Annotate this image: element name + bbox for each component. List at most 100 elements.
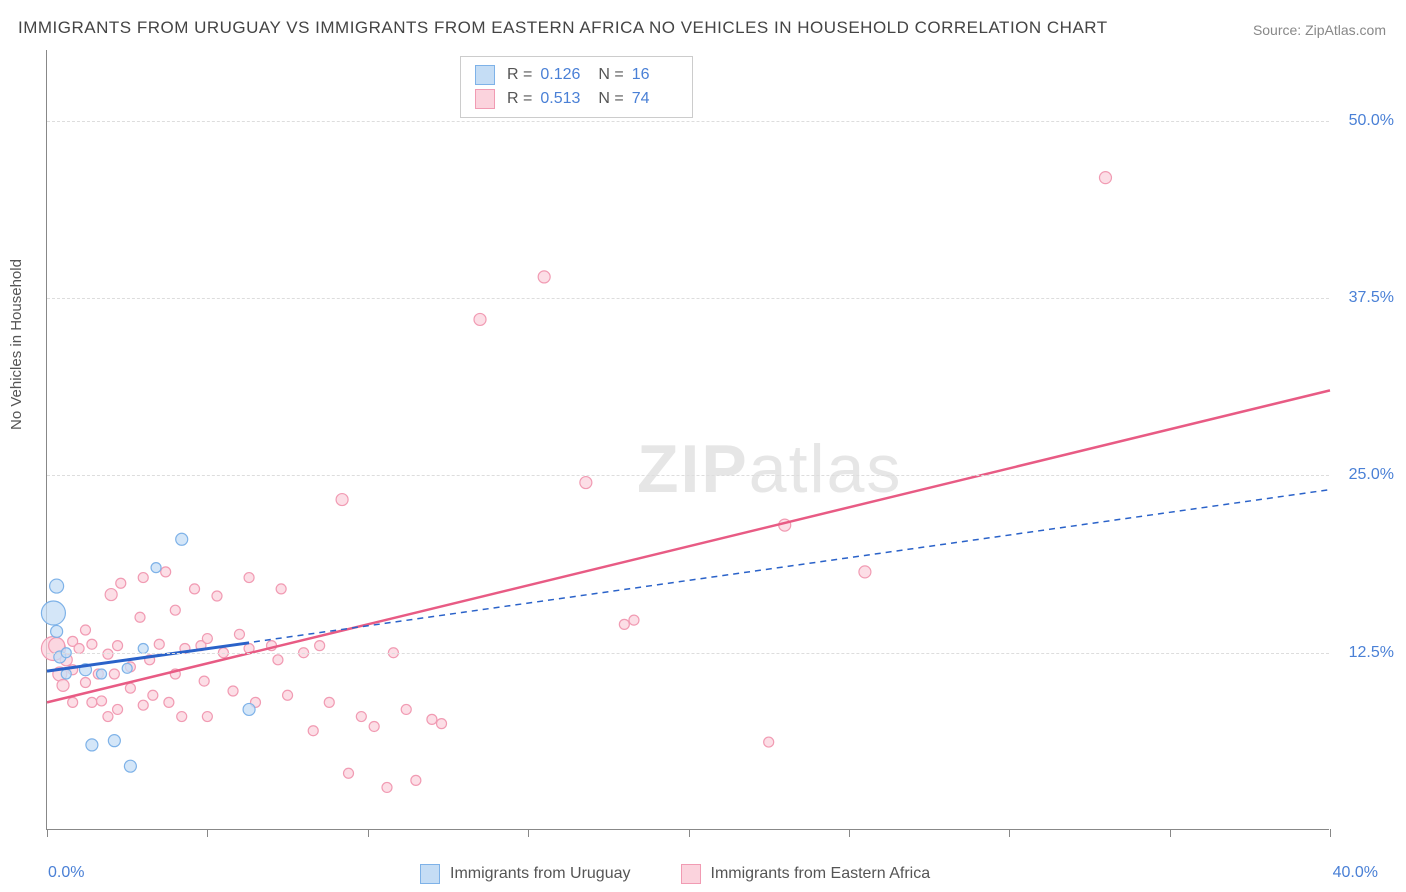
legend-blue-n: 16 xyxy=(632,63,678,87)
data-point xyxy=(87,697,97,707)
swatch-pink xyxy=(475,89,495,109)
data-point xyxy=(103,649,113,659)
data-point xyxy=(308,726,318,736)
y-tick-label: 25.0% xyxy=(1349,466,1394,484)
swatch-blue xyxy=(475,65,495,85)
data-point xyxy=(212,591,222,601)
data-point xyxy=(170,605,180,615)
x-tick xyxy=(207,829,208,837)
data-point xyxy=(401,704,411,714)
data-point xyxy=(382,782,392,792)
data-point xyxy=(243,703,255,715)
data-point xyxy=(97,669,107,679)
data-point xyxy=(113,704,123,714)
data-point xyxy=(41,601,65,625)
data-point xyxy=(369,721,379,731)
data-point xyxy=(68,697,78,707)
data-point xyxy=(108,735,120,747)
data-point xyxy=(61,669,71,679)
data-point xyxy=(50,579,64,593)
legend-n-label-2: N = xyxy=(598,87,623,111)
data-point xyxy=(629,615,639,625)
data-point xyxy=(113,641,123,651)
data-point xyxy=(315,641,325,651)
y-tick-label: 37.5% xyxy=(1349,289,1394,307)
data-point xyxy=(859,566,871,578)
data-point xyxy=(437,719,447,729)
data-point xyxy=(135,612,145,622)
swatch-blue-2 xyxy=(420,864,440,884)
data-point xyxy=(138,700,148,710)
y-axis-label: No Vehicles in Household xyxy=(8,259,25,430)
data-point xyxy=(151,563,161,573)
data-point xyxy=(619,619,629,629)
legend-pink-name: Immigrants from Eastern Africa xyxy=(711,865,931,883)
data-point xyxy=(154,639,164,649)
data-point xyxy=(125,683,135,693)
x-tick xyxy=(1170,829,1171,837)
data-point xyxy=(427,714,437,724)
data-point xyxy=(138,573,148,583)
data-point xyxy=(228,686,238,696)
data-point xyxy=(344,768,354,778)
swatch-pink-2 xyxy=(681,864,701,884)
data-point xyxy=(148,690,158,700)
legend-series: Immigrants from Uruguay Immigrants from … xyxy=(420,864,930,884)
data-point xyxy=(86,739,98,751)
data-point xyxy=(105,589,117,601)
grid-line xyxy=(47,121,1329,122)
data-point xyxy=(764,737,774,747)
data-point xyxy=(276,584,286,594)
data-point xyxy=(580,477,592,489)
x-tick xyxy=(1330,829,1331,837)
data-point xyxy=(164,697,174,707)
plot-area: ZIPatlas xyxy=(46,50,1329,830)
trend-line xyxy=(47,390,1330,702)
legend-blue-name: Immigrants from Uruguay xyxy=(450,865,631,883)
data-point xyxy=(324,697,334,707)
x-tick xyxy=(1009,829,1010,837)
data-point xyxy=(80,625,90,635)
data-point xyxy=(51,625,63,637)
data-point xyxy=(234,629,244,639)
data-point xyxy=(122,663,132,673)
x-tick xyxy=(849,829,850,837)
chart-svg xyxy=(47,50,1329,829)
data-point xyxy=(538,271,550,283)
data-point xyxy=(97,696,107,706)
data-point xyxy=(244,573,254,583)
x-tick xyxy=(689,829,690,837)
legend-pink-n: 74 xyxy=(632,87,678,111)
data-point xyxy=(177,712,187,722)
legend-correlation: R = 0.126 N = 16 R = 0.513 N = 74 xyxy=(460,56,693,118)
data-point xyxy=(283,690,293,700)
data-point xyxy=(161,567,171,577)
legend-blue-r: 0.126 xyxy=(540,63,586,87)
x-tick-min: 0.0% xyxy=(48,864,84,882)
data-point xyxy=(87,639,97,649)
data-point xyxy=(80,678,90,688)
legend-item-pink: Immigrants from Eastern Africa xyxy=(681,864,931,884)
legend-n-label: N = xyxy=(598,63,623,87)
data-point xyxy=(57,679,69,691)
x-tick xyxy=(528,829,529,837)
data-point xyxy=(202,712,212,722)
legend-pink-r: 0.513 xyxy=(540,87,586,111)
source-label: Source: ZipAtlas.com xyxy=(1253,22,1386,38)
data-point xyxy=(474,313,486,325)
x-tick xyxy=(368,829,369,837)
data-point xyxy=(199,676,209,686)
data-point xyxy=(176,533,188,545)
legend-r-label-2: R = xyxy=(507,87,532,111)
data-point xyxy=(273,655,283,665)
data-point xyxy=(411,775,421,785)
data-point xyxy=(356,712,366,722)
data-point xyxy=(336,494,348,506)
data-point xyxy=(109,669,119,679)
data-point xyxy=(103,712,113,722)
data-point xyxy=(190,584,200,594)
x-tick xyxy=(47,829,48,837)
legend-item-blue: Immigrants from Uruguay xyxy=(420,864,631,884)
legend-row-pink: R = 0.513 N = 74 xyxy=(475,87,678,111)
grid-line xyxy=(47,298,1329,299)
